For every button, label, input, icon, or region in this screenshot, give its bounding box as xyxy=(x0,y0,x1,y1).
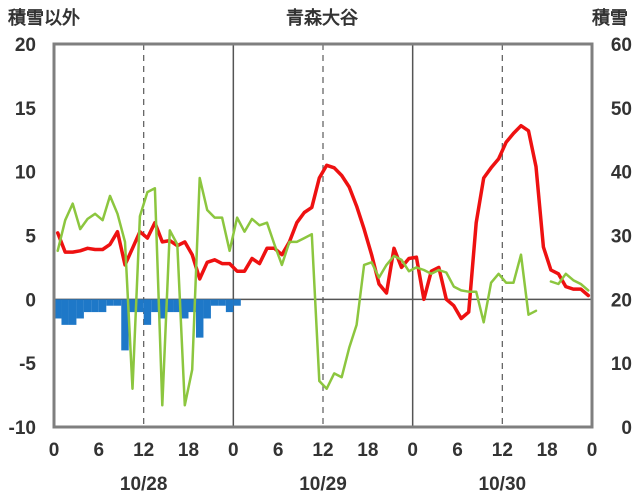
precipitation-bar xyxy=(91,299,99,313)
precipitation-bar xyxy=(98,299,107,313)
right-tick-label: 60 xyxy=(611,35,632,56)
precipitation-bar xyxy=(203,299,211,319)
precipitation-bars xyxy=(54,299,241,351)
precipitation-bar xyxy=(113,299,122,306)
x-tick-label: 0 xyxy=(49,440,60,461)
x-tick-label: 12 xyxy=(492,440,513,461)
series-line-2 xyxy=(549,272,590,292)
precipitation-bar xyxy=(143,299,152,325)
grid xyxy=(54,44,592,427)
series-lines xyxy=(55,123,594,429)
date-label: 10/28 xyxy=(120,474,168,495)
precipitation-bar xyxy=(76,299,84,319)
precipitation-bar xyxy=(188,299,196,313)
x-tick-label: 12 xyxy=(312,440,333,461)
date-label: 10/30 xyxy=(479,474,527,495)
series-line-1 xyxy=(55,123,591,321)
precipitation-bar xyxy=(173,299,182,313)
x-tick-label: 6 xyxy=(273,440,284,461)
precipitation-bar xyxy=(210,299,219,306)
precipitation-bar xyxy=(151,299,159,313)
precipitation-bar xyxy=(195,299,204,338)
precipitation-bar xyxy=(106,299,114,306)
precipitation-bar xyxy=(225,299,234,313)
x-tick-label: 12 xyxy=(133,440,154,461)
precipitation-bar xyxy=(166,299,174,313)
right-axis-label: 積雪 xyxy=(591,7,628,29)
x-tick-label: 6 xyxy=(452,440,463,461)
left-tick-label: -10 xyxy=(9,418,36,439)
precipitation-bar xyxy=(181,299,189,319)
precipitation-bar xyxy=(128,299,137,313)
precipitation-bar xyxy=(233,299,241,306)
precipitation-bar xyxy=(218,299,226,306)
right-tick-label: 40 xyxy=(611,163,632,184)
x-tick-label: 6 xyxy=(94,440,105,461)
right-tick-label: 50 xyxy=(611,99,632,120)
precipitation-bar xyxy=(68,299,77,325)
x-tick-label: 18 xyxy=(357,440,378,461)
precipitation-bar xyxy=(158,299,167,319)
x-tick-label: 0 xyxy=(407,440,418,461)
left-tick-label: 15 xyxy=(15,99,37,120)
plot-frame xyxy=(52,42,594,429)
chart-title: 青森大谷 xyxy=(286,7,359,29)
right-tick-label: 20 xyxy=(611,290,632,311)
left-tick-label: -5 xyxy=(19,354,36,375)
series-line-2 xyxy=(56,176,538,407)
left-tick-label: 5 xyxy=(25,227,36,248)
precipitation-bar xyxy=(61,299,69,325)
right-tick-label: 30 xyxy=(611,227,632,248)
precipitation-bar xyxy=(83,299,92,313)
x-tick-label: 0 xyxy=(587,440,598,461)
x-tick-label: 18 xyxy=(537,440,558,461)
precipitation-bar xyxy=(54,299,62,319)
left-tick-label: 10 xyxy=(15,163,36,184)
chart-headers: 青森大谷 積雪以外 積雪 xyxy=(7,7,628,29)
date-label: 10/29 xyxy=(299,474,347,495)
right-tick-label: 10 xyxy=(611,354,632,375)
x-tick-label: 0 xyxy=(228,440,239,461)
left-tick-label: 20 xyxy=(15,35,36,56)
precipitation-bar xyxy=(136,299,144,313)
right-tick-label: 0 xyxy=(621,418,632,439)
left-axis-label: 積雪以外 xyxy=(7,7,80,29)
left-tick-label: 0 xyxy=(25,290,36,311)
x-tick-label: 18 xyxy=(178,440,199,461)
precipitation-bar xyxy=(121,299,129,351)
